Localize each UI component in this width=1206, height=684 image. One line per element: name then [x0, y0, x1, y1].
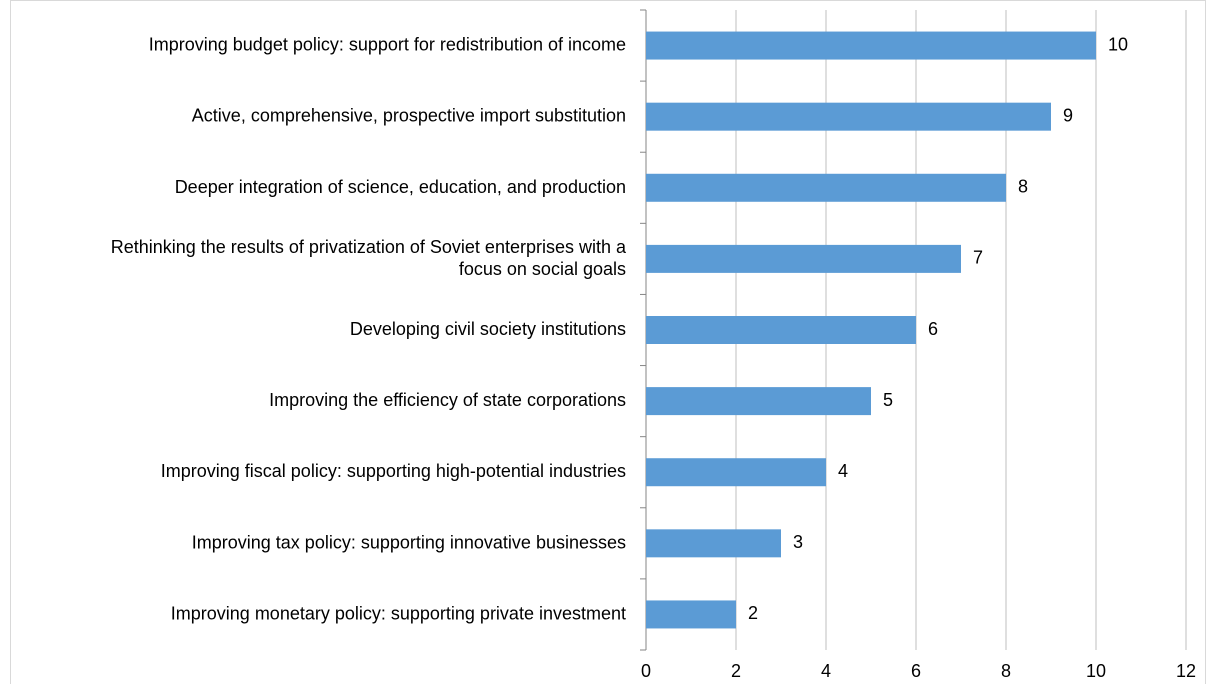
x-tick-label: 2	[731, 661, 741, 681]
bar	[646, 102, 1051, 131]
y-tick-label: Deeper integration of science, education…	[175, 177, 626, 197]
x-tick-label: 4	[821, 661, 831, 681]
data-label: 3	[793, 532, 803, 552]
y-tick-label: Improving fiscal policy: supporting high…	[161, 461, 626, 481]
bar	[646, 31, 1096, 60]
x-tick-label: 6	[911, 661, 921, 681]
bar	[646, 529, 781, 558]
data-label: 7	[973, 248, 983, 268]
x-tick-label: 12	[1176, 661, 1196, 681]
bar	[646, 600, 736, 629]
bar	[646, 244, 961, 273]
data-label: 6	[928, 319, 938, 339]
y-tick-label: Improving tax policy: supporting innovat…	[192, 532, 626, 552]
data-label: 2	[748, 603, 758, 623]
y-tick-label: Improving budget policy: support for red…	[149, 34, 626, 54]
bar	[646, 316, 916, 344]
data-label: 10	[1108, 34, 1128, 54]
x-tick-label: 0	[641, 661, 651, 681]
y-tick-label: Rethinking the results of privatization …	[111, 237, 627, 279]
x-tick-label: 10	[1086, 661, 1106, 681]
y-tick-label: Developing civil society institutions	[350, 319, 626, 339]
y-tick-label: Active, comprehensive, prospective impor…	[192, 105, 626, 125]
bar	[646, 173, 1006, 202]
data-label: 5	[883, 390, 893, 410]
data-label: 8	[1018, 177, 1028, 197]
data-label: 4	[838, 461, 848, 481]
data-label: 9	[1063, 105, 1073, 125]
y-tick-label: Improving the efficiency of state corpor…	[269, 390, 626, 410]
y-tick-label: Improving monetary policy: supporting pr…	[171, 603, 626, 623]
bar	[646, 458, 826, 487]
bar	[646, 387, 871, 416]
x-tick-label: 8	[1001, 661, 1011, 681]
